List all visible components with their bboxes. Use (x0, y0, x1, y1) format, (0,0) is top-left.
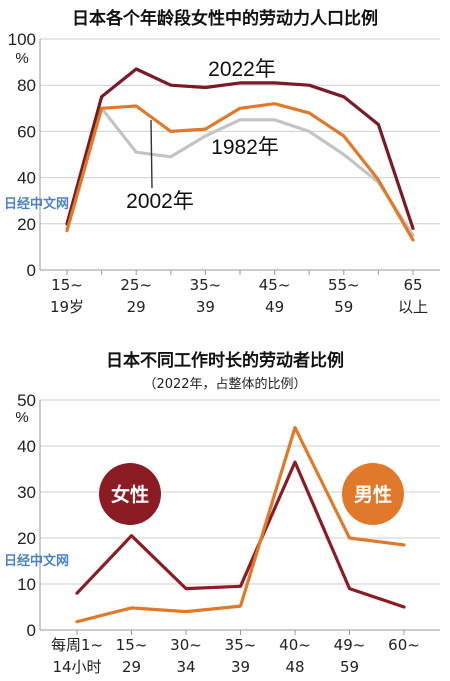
c1-y-tick-label: 100 (8, 30, 36, 49)
c2-series-line-1 (75, 426, 406, 624)
c1-y-tick-label: 40 (17, 169, 36, 188)
c2-x-tick-label: 35~ (225, 636, 257, 654)
c1-x-tick-label: 15~ (51, 276, 83, 294)
c2-x-tick-label: 48 (285, 658, 304, 676)
chart2-subtitle: （2022年，占整体的比例） (143, 376, 306, 392)
c1-y-tick-label: 20 (17, 215, 36, 234)
c1-y-tick-label: 0 (27, 261, 36, 280)
c2-x-tick-label: 60~ (388, 636, 420, 654)
series-badge-female (99, 463, 161, 525)
c1-y-tick-label: 80 (17, 76, 36, 95)
series-badge-male (342, 463, 404, 525)
c1-series-line-1 (65, 102, 415, 242)
c2-y-tick-label: 30 (17, 483, 36, 502)
chart1-y-unit: % (15, 50, 28, 67)
watermark-2: 日经中文网 (4, 553, 69, 569)
c1-x-tick-label: 以上 (398, 298, 428, 316)
series-badge-male-label: 男性 (354, 483, 392, 506)
c1-series-line-0 (65, 67, 415, 230)
c1-x-tick-label: 65 (403, 276, 422, 294)
c2-series-line-0 (75, 460, 406, 609)
c1-x-tick-label: 19岁 (50, 298, 84, 316)
c1-x-tick-label: 59 (334, 298, 353, 316)
chart2-series-lines (75, 426, 406, 624)
chart2-y-ticks: 0 10 20 30 40 50 (17, 391, 36, 640)
chart1-gridlines (39, 38, 440, 271)
chart2-title: 日本不同工作时长的劳动者比例 (106, 350, 344, 371)
c2-x-tick-label: 每周1~ (51, 636, 103, 654)
c2-y-tick-label: 10 (17, 575, 36, 594)
c1-x-tick-label: 35~ (190, 276, 222, 294)
c1-x-tick-label: 39 (196, 298, 215, 316)
c2-y-tick-label: 40 (17, 437, 36, 456)
c1-x-tick-label: 45~ (259, 276, 291, 294)
chart1-x-ticks: 15~ 19岁 25~ 29 35~ 39 45~ 49 55~ 59 65 以上 (50, 270, 428, 316)
chart2-x-ticks: 每周1~ 14小时 15~ 29 30~ 34 35~ 39 40~ 48 49~ 59 60~ (51, 630, 420, 676)
c1-series-line-2 (65, 106, 415, 237)
c2-y-tick-label: 50 (17, 391, 36, 410)
c1-x-tick-label: 49 (265, 298, 284, 316)
c2-x-tick-label: 15~ (116, 636, 148, 654)
c1-x-tick-label: 55~ (328, 276, 360, 294)
series-label-1982: 1982年 (211, 136, 279, 159)
chart1-title: 日本各个年龄段女性中的劳动力人口比例 (72, 8, 378, 29)
c1-y-tick-label: 60 (17, 122, 36, 141)
c2-x-tick-label: 40~ (279, 636, 311, 654)
c1-x-tick-label: 25~ (120, 276, 152, 294)
watermark-1: 日经中文网 (4, 196, 69, 212)
c1-x-tick-label: 29 (127, 298, 146, 316)
chart2-y-unit: % (15, 409, 28, 426)
series-badge-female-label: 女性 (111, 483, 149, 506)
c2-x-tick-label: 34 (176, 658, 195, 676)
c2-x-tick-label: 29 (122, 658, 141, 676)
c2-x-tick-label: 39 (231, 658, 250, 676)
series-label-2002: 2002年 (126, 190, 194, 213)
chart1-y-ticks: 0 20 40 60 80 100 (8, 30, 36, 280)
series-label-2022: 2022年 (208, 58, 276, 81)
c2-y-tick-label: 0 (27, 621, 36, 640)
c2-x-tick-label: 49~ (334, 636, 366, 654)
c2-x-tick-label: 30~ (170, 636, 202, 654)
c2-x-tick-label: 59 (340, 658, 359, 676)
chart1-series-lines (65, 67, 415, 242)
series-leader-2002 (150, 119, 153, 189)
c2-x-tick-label: 14小时 (52, 658, 101, 676)
c2-y-tick-label: 20 (17, 529, 36, 548)
